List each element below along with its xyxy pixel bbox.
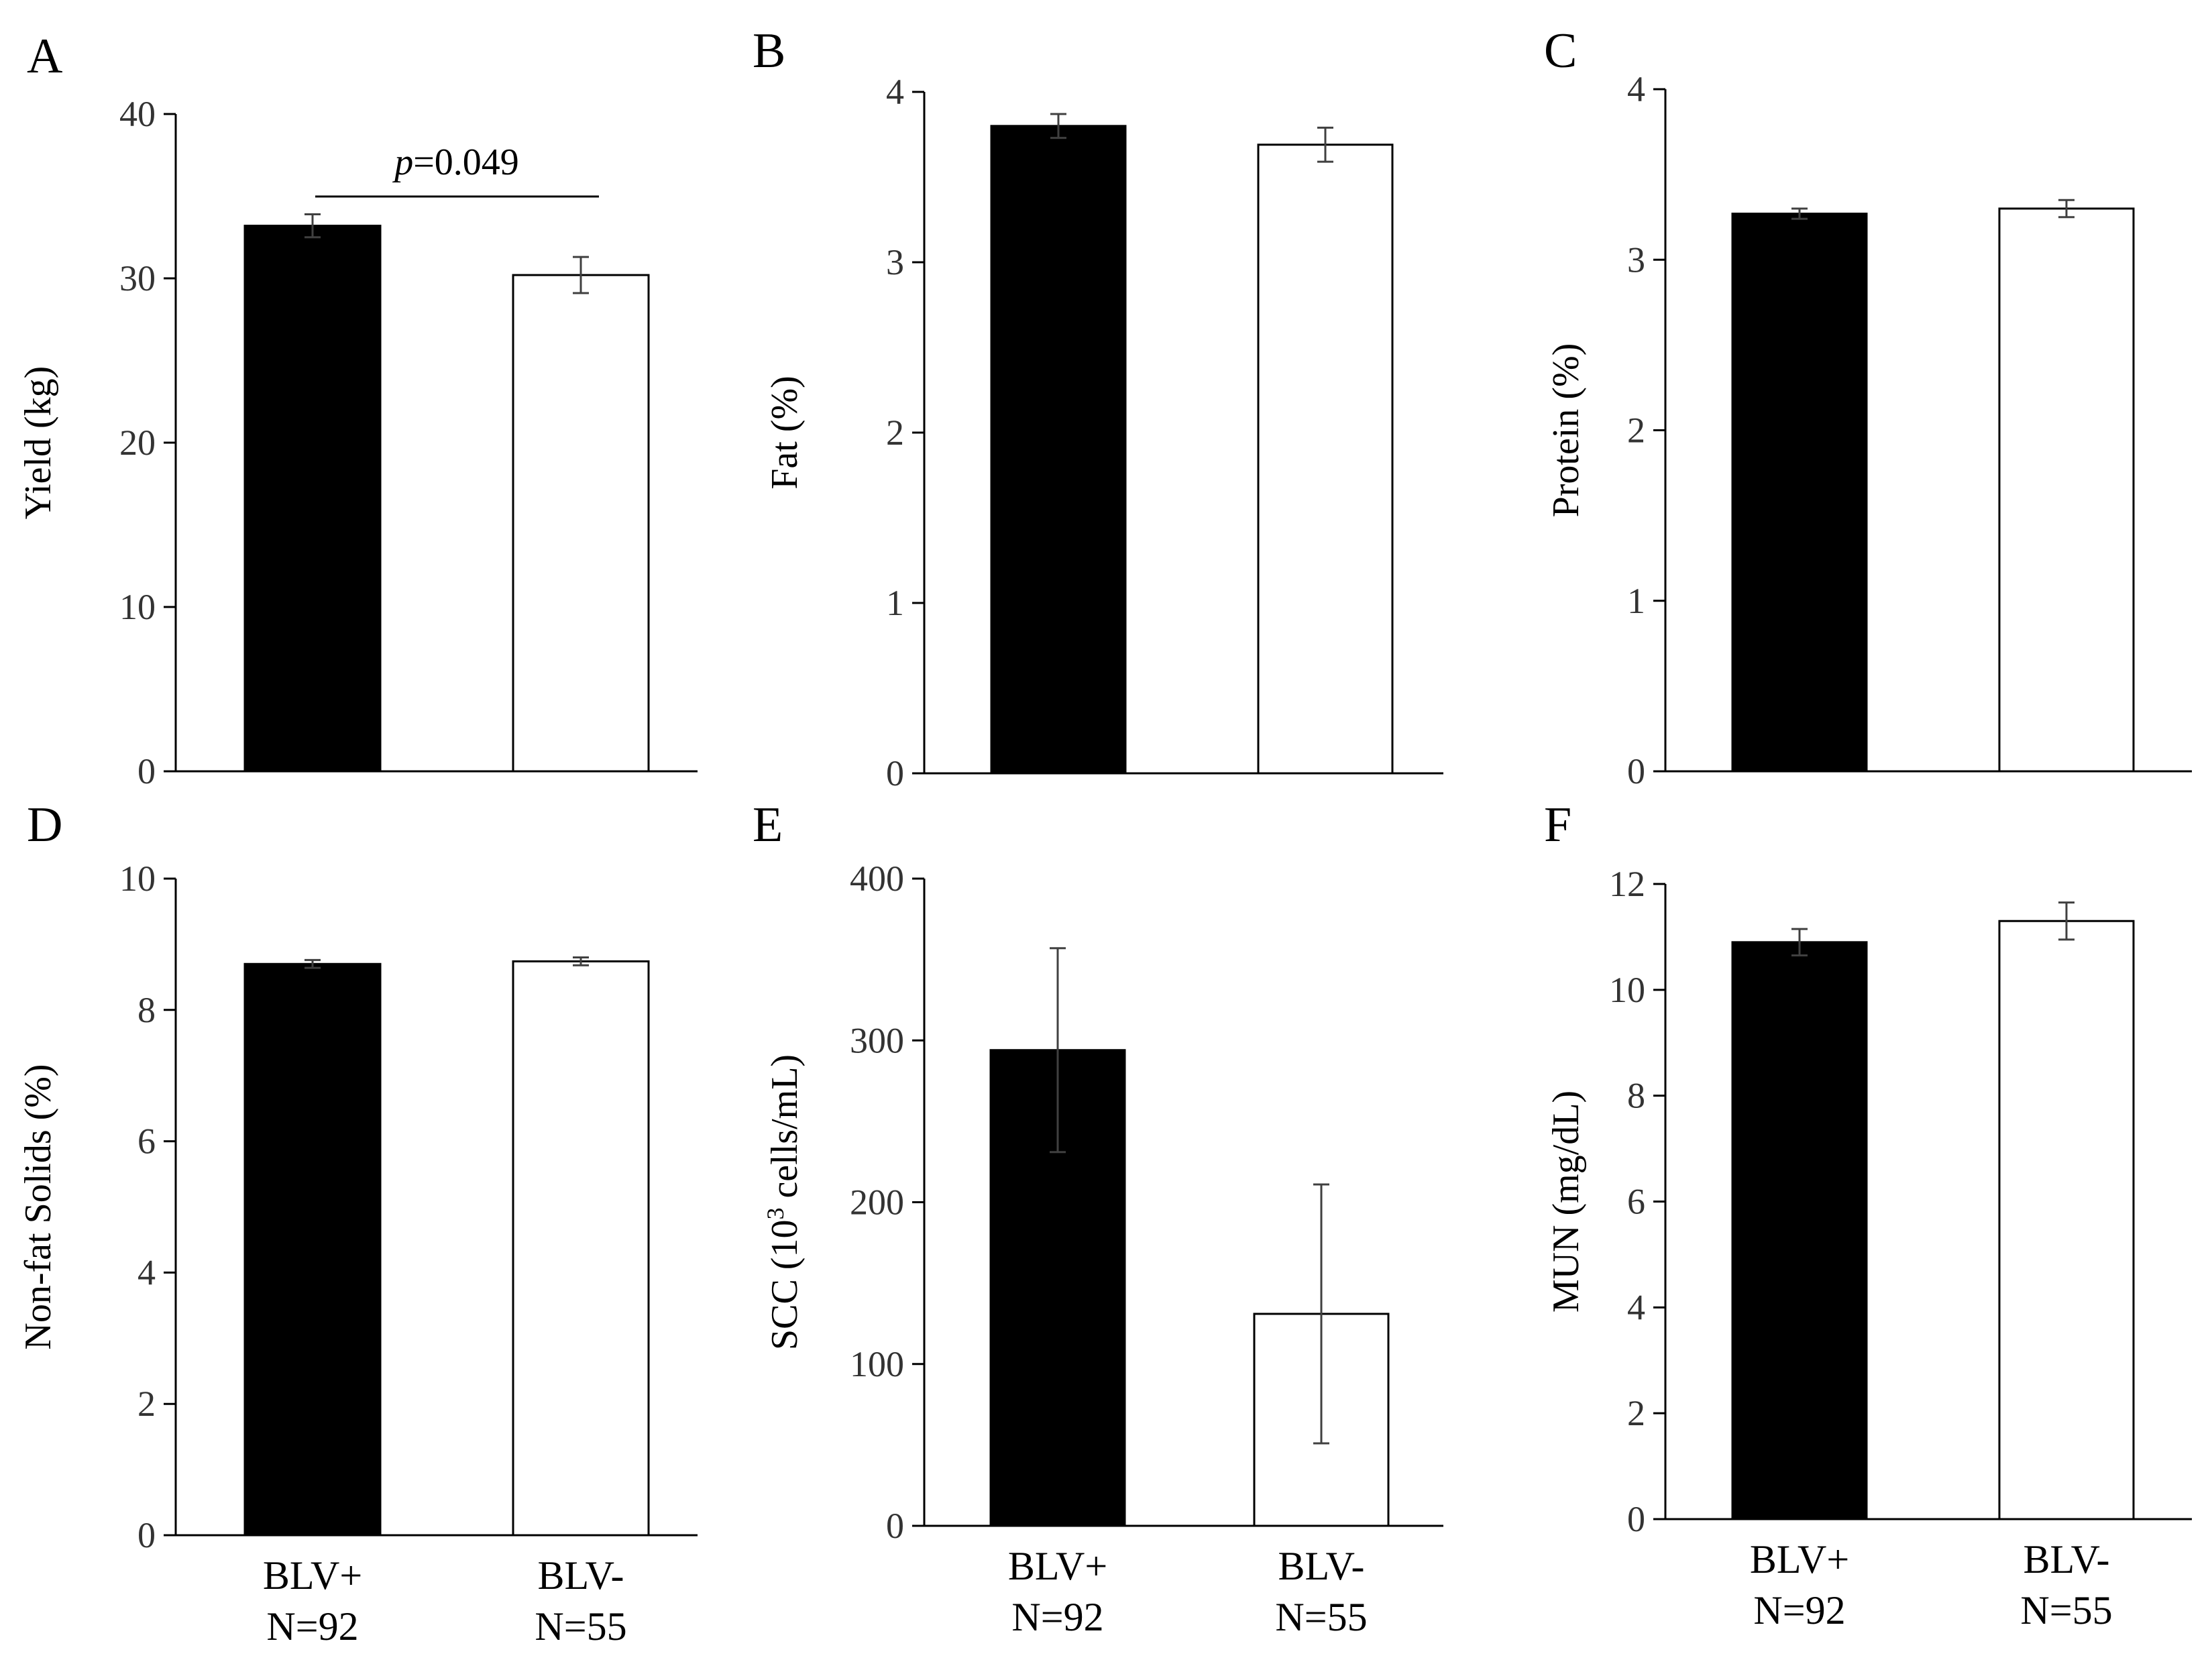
y-tick-label-d-6: 6 [137, 1121, 156, 1162]
error-bar-d-blv-neg [573, 956, 589, 966]
y-tick-label-f-10: 10 [1609, 970, 1645, 1010]
panel-d: D 0 2 4 6 8 10 Non-fat Solids (%) BLV+ N=92 BLV- N=… [17, 797, 698, 1649]
error-bar-d-blv-pos [305, 958, 321, 969]
error-bar-f-blv-neg [2058, 901, 2075, 941]
y-tick-label-c-1: 1 [1627, 581, 1645, 621]
bar-a-blv-pos [243, 225, 382, 773]
error-bar-e-blv-pos [1050, 947, 1066, 1154]
y-tick-label-d-4: 4 [137, 1252, 156, 1292]
y-tick-label-a-20: 20 [119, 423, 156, 463]
y-axis-label-a: Yield (kg) [17, 366, 59, 520]
y-tick-label-c-2: 2 [1627, 410, 1645, 451]
y-tick-label-f-6: 6 [1627, 1182, 1645, 1222]
y-tick-label-e-300: 300 [850, 1020, 904, 1060]
y-axis-label-b: Fat (%) [764, 376, 806, 490]
y-tick-label-a-30: 30 [119, 258, 156, 298]
y-tick-label-e-0: 0 [886, 1506, 904, 1546]
y-tick-label-a-40: 40 [119, 94, 156, 134]
panel-b: B 0 1 2 3 4 Fat (%) [753, 23, 1443, 793]
panel-c: C 0 1 2 3 4 Protein (%) [1544, 23, 2192, 791]
panel-a: A 0 10 20 30 40 Yield (kg) p=0.049 [17, 29, 698, 791]
y-tick-label-a-0: 0 [137, 751, 156, 791]
x-category-label-d-blv-neg: BLV- [538, 1553, 624, 1598]
y-tick-label-b-3: 3 [886, 242, 904, 282]
y-tick-label-f-8: 8 [1627, 1076, 1645, 1116]
y-tick-label-e-400: 400 [850, 858, 904, 899]
y-tick-label-c-0: 0 [1627, 751, 1645, 791]
y-tick-label-f-12: 12 [1609, 864, 1645, 904]
panel-letter-e: E [753, 797, 783, 852]
y-tick-label-c-4: 4 [1627, 69, 1645, 109]
error-bar-f-blv-pos [1791, 928, 1808, 957]
bar-b-blv-pos [990, 125, 1127, 775]
panel-f: F 0 2 4 6 8 10 12 MUN (mg/dL) BLV+ N=92 BLV- N=55 [1544, 797, 2192, 1632]
panel-letter-a: A [27, 29, 62, 84]
x-category-n-d-blv-pos: N=92 [266, 1604, 358, 1649]
y-tick-label-d-2: 2 [137, 1384, 156, 1424]
y-tick-label-e-100: 100 [850, 1344, 904, 1384]
error-bar-c-blv-neg [2058, 199, 2075, 219]
bar-f-blv-neg [1998, 920, 2135, 1520]
panel-letter-b: B [753, 23, 785, 78]
y-tick-label-b-2: 2 [886, 412, 904, 453]
bar-c-blv-pos [1731, 213, 1868, 773]
x-category-n-f-blv-pos: N=92 [1753, 1588, 1845, 1632]
y-tick-label-f-0: 0 [1627, 1499, 1645, 1539]
x-category-n-e-blv-neg: N=55 [1275, 1595, 1367, 1639]
error-bar-a-blv-pos [305, 213, 321, 239]
error-bar-a-blv-neg [573, 256, 589, 294]
y-tick-label-d-0: 0 [137, 1515, 156, 1555]
x-category-label-f-blv-neg: BLV- [2024, 1537, 2110, 1581]
bar-b-blv-neg [1257, 144, 1394, 775]
y-tick-label-d-10: 10 [119, 858, 156, 899]
y-axis-label-d: Non-fat Solids (%) [17, 1064, 59, 1349]
panel-letter-f: F [1544, 797, 1571, 852]
error-bar-e-blv-neg [1313, 1183, 1329, 1445]
panel-letter-d: D [27, 797, 62, 852]
x-category-label-e-blv-neg: BLV- [1278, 1544, 1365, 1588]
y-tick-label-a-10: 10 [119, 587, 156, 627]
error-bar-b-blv-neg [1317, 126, 1333, 163]
error-bar-c-blv-pos [1791, 207, 1808, 220]
error-bar-b-blv-pos [1050, 113, 1066, 140]
bar-f-blv-pos [1731, 941, 1868, 1520]
x-category-label-e-blv-pos: BLV+ [1008, 1544, 1107, 1588]
y-tick-label-f-4: 4 [1627, 1287, 1645, 1327]
panel-letter-c: C [1544, 23, 1577, 78]
bar-a-blv-neg [512, 274, 650, 773]
y-tick-label-f-2: 2 [1627, 1393, 1645, 1433]
x-category-label-d-blv-pos: BLV+ [263, 1553, 362, 1598]
y-tick-label-b-1: 1 [886, 583, 904, 623]
bar-d-blv-neg [512, 960, 650, 1537]
y-tick-label-e-200: 200 [850, 1182, 904, 1223]
x-category-n-f-blv-neg: N=55 [2020, 1588, 2112, 1632]
panel-e: E 0 100 200 300 400 SCC (103 cells/mL) BLV+ N=92… [753, 797, 1443, 1639]
y-tick-label-b-4: 4 [886, 72, 904, 112]
bar-d-blv-pos [243, 962, 382, 1537]
x-category-label-f-blv-pos: BLV+ [1750, 1537, 1849, 1581]
y-tick-label-c-3: 3 [1627, 239, 1645, 280]
y-axis-label-c: Protein (%) [1545, 343, 1587, 518]
y-axis-label-f: MUN (mg/dL) [1545, 1091, 1587, 1313]
y-tick-label-b-0: 0 [886, 753, 904, 793]
p-value-label-a: p=0.049 [392, 142, 519, 183]
y-axis-label-e: SCC (103 cells/mL) [762, 1054, 806, 1350]
x-category-n-d-blv-neg: N=55 [535, 1604, 626, 1649]
x-category-n-e-blv-pos: N=92 [1011, 1595, 1103, 1639]
bar-c-blv-neg [1998, 207, 2135, 773]
y-tick-label-d-8: 8 [137, 990, 156, 1030]
